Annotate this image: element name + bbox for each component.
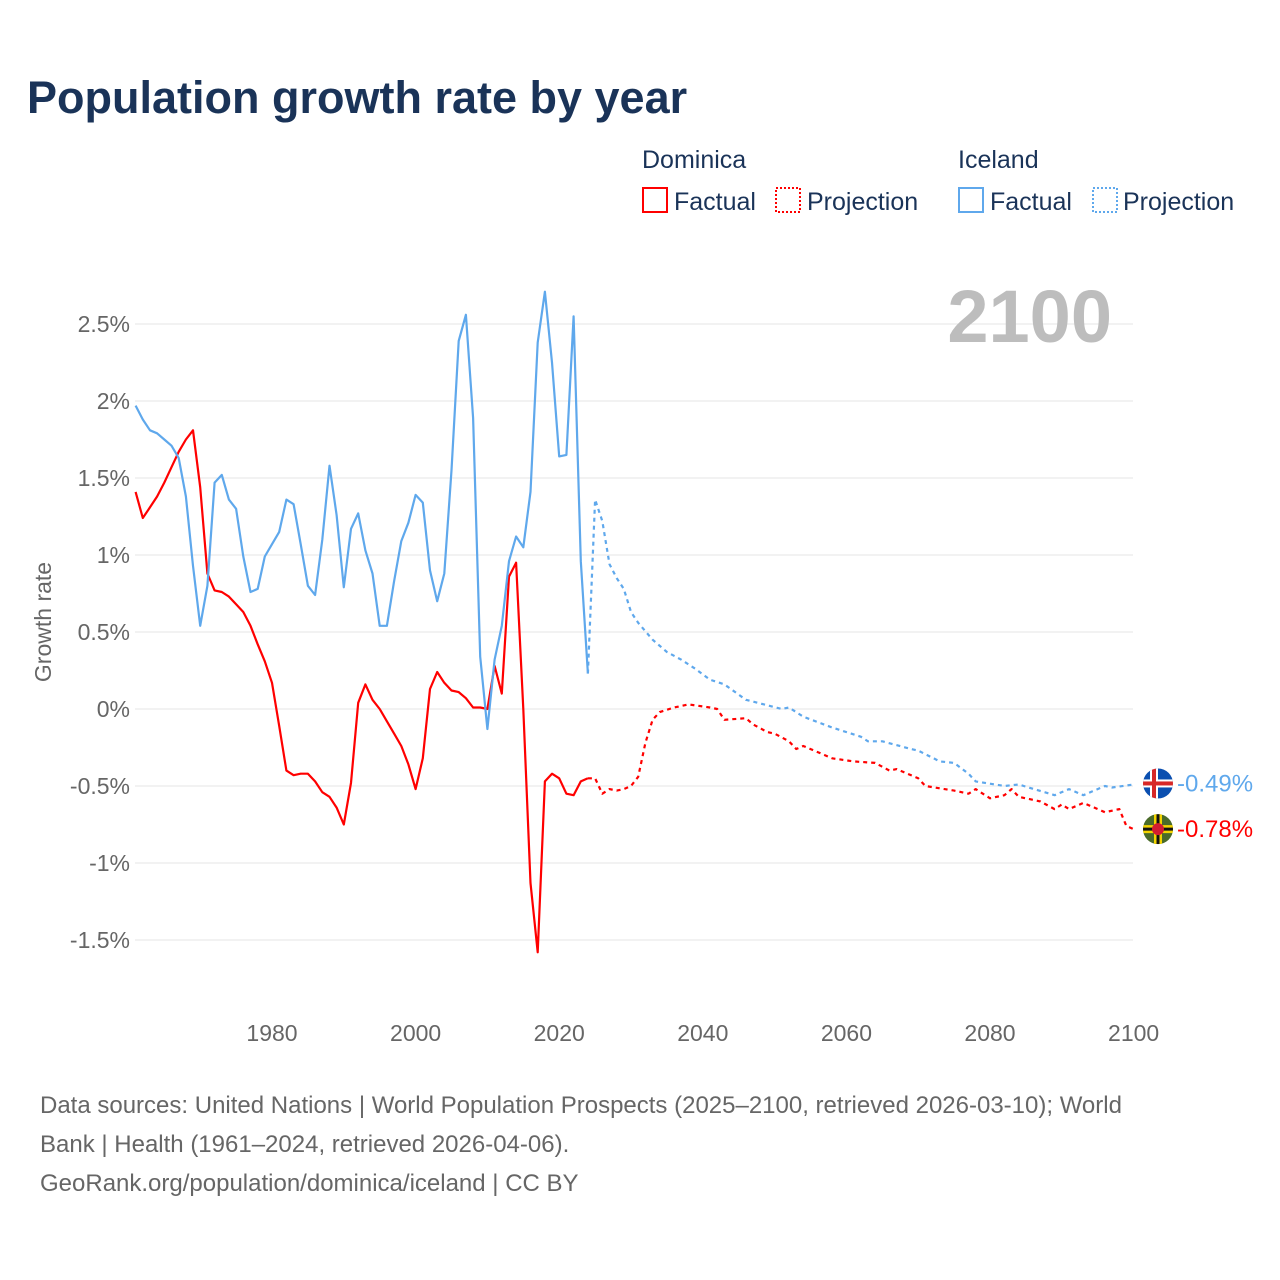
legend-swatch-dominica-projection xyxy=(775,187,801,213)
footer-sources-line2: Bank | Health (1961–2024, retrieved 2026… xyxy=(40,1131,569,1158)
current-year-label: 2100 xyxy=(947,275,1112,358)
y-tick-label: 2.5% xyxy=(78,311,130,337)
x-tick-label: 2100 xyxy=(1108,1020,1159,1046)
y-axis-label: Growth rate xyxy=(30,562,56,682)
y-tick-label: 1.5% xyxy=(78,465,130,491)
series-line-iceland-projection xyxy=(586,498,1134,797)
x-tick-label: 2040 xyxy=(677,1020,728,1046)
legend: Dominica Factual Projection Iceland Fact… xyxy=(642,146,1234,216)
end-labels: -0.49% -0.78% xyxy=(1143,768,1253,845)
y-tick-label: -1.5% xyxy=(70,927,130,953)
x-tick-label: 2020 xyxy=(534,1020,585,1046)
y-tick-label: 0% xyxy=(97,696,130,722)
end-label-iceland: -0.49% xyxy=(1177,770,1253,797)
dominica-flag-icon xyxy=(1143,814,1173,845)
series-line-dominica-projection xyxy=(587,703,1135,831)
chart-title: Population growth rate by year xyxy=(27,72,687,123)
y-tick-label: 2% xyxy=(97,388,130,414)
series-line-iceland-factual xyxy=(134,290,589,731)
y-axis-ticks: 2.5% 2% 1.5% 1% 0.5% 0% -0.5% -1% -1.5% xyxy=(70,311,130,953)
legend-group-iceland: Iceland xyxy=(958,146,1039,174)
y-tick-label: 1% xyxy=(97,542,130,568)
x-tick-label: 2080 xyxy=(964,1020,1015,1046)
gridlines xyxy=(135,323,1133,941)
series-lines xyxy=(134,290,1135,954)
footer-link[interactable]: GeoRank.org/population/dominica/iceland … xyxy=(40,1170,579,1197)
legend-iceland-projection[interactable]: Projection xyxy=(1123,188,1234,216)
y-tick-label: 0.5% xyxy=(78,619,130,645)
legend-swatch-iceland-projection xyxy=(1092,187,1118,213)
end-label-dominica: -0.78% xyxy=(1177,816,1253,843)
x-tick-label: 1980 xyxy=(246,1020,297,1046)
footer: Data sources: United Nations | World Pop… xyxy=(40,1092,1122,1197)
legend-swatch-dominica-factual xyxy=(642,187,668,213)
legend-dominica-factual[interactable]: Factual xyxy=(674,188,756,216)
legend-iceland-factual[interactable]: Factual xyxy=(990,188,1072,216)
y-tick-label: -1% xyxy=(89,850,130,876)
x-tick-label: 2060 xyxy=(821,1020,872,1046)
series-line-dominica-factual xyxy=(134,429,589,954)
footer-sources-line1: Data sources: United Nations | World Pop… xyxy=(40,1092,1122,1119)
legend-swatch-iceland-factual xyxy=(958,187,984,213)
legend-group-dominica: Dominica xyxy=(642,146,746,174)
legend-dominica-projection[interactable]: Projection xyxy=(807,188,918,216)
y-tick-label: -0.5% xyxy=(70,773,130,799)
x-axis-ticks: 1980 2000 2020 2040 2060 2080 2100 xyxy=(246,1020,1159,1046)
iceland-flag-icon xyxy=(1143,768,1173,799)
x-tick-label: 2000 xyxy=(390,1020,441,1046)
